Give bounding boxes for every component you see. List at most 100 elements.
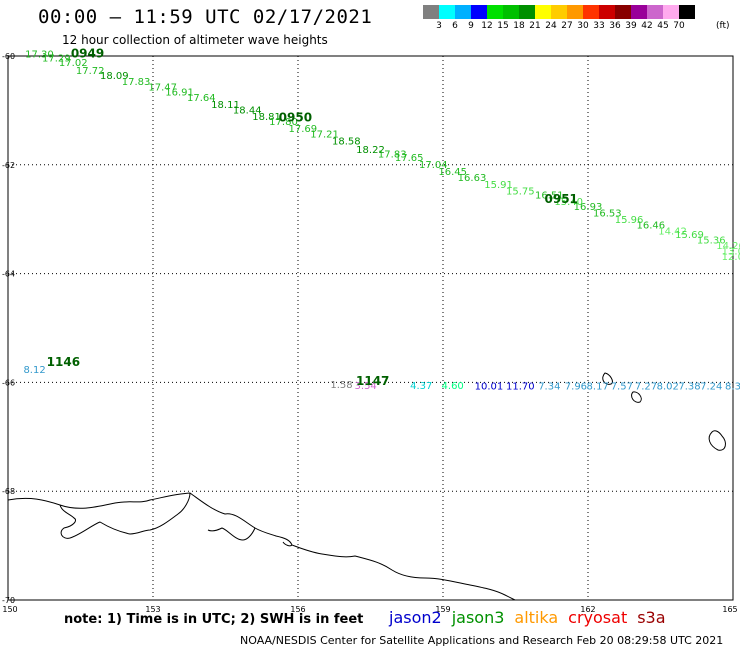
swh-value: 3.54 <box>355 381 377 392</box>
legend-swatch <box>615 5 631 19</box>
legend-swatch <box>439 5 455 19</box>
track-time-label: 1147 <box>356 374 389 388</box>
swh-value: 17.80 <box>269 117 298 128</box>
legend-swatch <box>599 5 615 19</box>
swh-value: 8.3 <box>725 381 740 392</box>
legend-label: 39 <box>625 21 637 31</box>
legend-swatch <box>583 5 599 19</box>
swh-value: 15.40 <box>554 197 583 208</box>
credit-line: NOAA/NESDIS Center for Satellite Applica… <box>240 634 724 647</box>
satellite-jason2: jason2 <box>389 608 442 627</box>
swh-value: 17.64 <box>187 93 216 104</box>
legend-swatch <box>503 5 519 19</box>
x-tick-label: 159 <box>435 605 450 614</box>
legend-label: 21 <box>529 21 541 31</box>
x-tick-label: 156 <box>290 605 305 614</box>
legend-unit: (ft) <box>716 21 730 31</box>
swh-value: 18.81 <box>252 112 281 123</box>
x-tick-label: 153 <box>145 605 160 614</box>
swh-value: 7.27 <box>635 381 657 392</box>
legend-label: 42 <box>641 21 653 31</box>
color-legend-labels: 3 6 9 12 15 18 21 24 27 30 33 36 39 42 45 70 <box>423 21 740 33</box>
swh-value: 15.91 <box>484 180 513 191</box>
swh-value: 16.63 <box>458 173 487 184</box>
y-tick-label: -66 <box>2 378 15 387</box>
swh-value: 4.37 <box>410 381 432 392</box>
swh-value: 18.11 <box>211 100 240 111</box>
satellite-legend: jason2 jason3 altika cryosat s3a <box>389 608 676 627</box>
track-time-labels: 0949 0950 0951 1146 1147 <box>47 47 578 388</box>
page-title: 00:00 – 11:59 UTC 02/17/2021 <box>38 6 373 28</box>
y-tick-label: -64 <box>2 270 15 279</box>
swh-value: 15.75 <box>506 187 535 198</box>
graticule <box>8 56 733 600</box>
legend-label: 36 <box>609 21 621 31</box>
swh-value: 4.60 <box>442 381 464 392</box>
swh-value: 7.38 <box>678 381 700 392</box>
legend-swatch <box>679 5 695 19</box>
swh-value: 17.83 <box>378 150 407 161</box>
swh-value: 17.47 <box>148 82 177 93</box>
swh-value: 8.12 <box>23 365 45 376</box>
swh-value: 17.04 <box>419 160 448 171</box>
satellite-altika: altika <box>514 608 559 627</box>
legend-swatch <box>423 5 439 19</box>
track-time-label: 0951 <box>545 192 578 206</box>
swh-value: 16.51 <box>535 191 564 202</box>
legend-label: 33 <box>593 21 605 31</box>
y-tick-label: -60 <box>2 52 15 61</box>
track-time-label: 0950 <box>279 110 312 124</box>
satellite-cryosat: cryosat <box>568 608 628 627</box>
swh-value: 16.93 <box>574 202 603 213</box>
legend-swatch <box>551 5 567 19</box>
swh-value: 15.36 <box>697 236 726 247</box>
page-subtitle: 12 hour collection of altimeter wave hei… <box>62 33 328 47</box>
swh-value: 15.69 <box>675 230 704 241</box>
x-tick-label: 150 <box>2 605 17 614</box>
swh-value: 7.57 <box>611 381 633 392</box>
legend-swatch <box>471 5 487 19</box>
swh-value: 18.22 <box>356 145 385 156</box>
track-time-label: 1146 <box>47 355 80 369</box>
swh-value: 8.17 <box>587 381 609 392</box>
swh-value: 17.72 <box>76 66 105 77</box>
swh-value: 11.70 <box>506 381 535 392</box>
island-3 <box>708 430 726 451</box>
swh-value: 1.58 <box>330 380 352 391</box>
swh-observations: 17.3017.2917.0217.7218.0917.8317.4716.91… <box>23 50 740 393</box>
legend-swatch <box>663 5 679 19</box>
swh-value: 16.91 <box>165 88 194 99</box>
y-tick-label: -62 <box>2 161 15 170</box>
legend-label: 6 <box>452 21 458 31</box>
legend-label: 18 <box>513 21 525 31</box>
legend-swatch <box>567 5 583 19</box>
y-tick-label: -70 <box>2 596 15 605</box>
legend-swatch <box>647 5 663 19</box>
satellite-jason3: jason3 <box>451 608 505 627</box>
swh-value: 7.34 <box>538 381 560 392</box>
island-2 <box>631 391 642 403</box>
satellite-s3a: s3a <box>637 608 666 627</box>
island-4 <box>282 541 293 547</box>
legend-swatch <box>487 5 503 19</box>
swh-value: 10.01 <box>475 381 504 392</box>
x-tick-label: 162 <box>580 605 595 614</box>
legend-swatch <box>631 5 647 19</box>
swh-value: 14.42 <box>658 226 687 237</box>
swh-value: 18.44 <box>233 106 262 117</box>
coastline <box>7 372 726 601</box>
swh-value: 16.46 <box>637 220 666 231</box>
y-tick-label: -68 <box>2 487 15 496</box>
legend-label: 27 <box>561 21 573 31</box>
swh-value: 17.69 <box>289 124 318 135</box>
legend-swatch <box>455 5 471 19</box>
swh-value: 17.30 <box>25 50 54 61</box>
swh-value: 16.45 <box>438 167 467 178</box>
swh-value: 13.08 <box>722 247 740 258</box>
swh-value: 8.02 <box>657 381 679 392</box>
color-legend <box>423 5 695 19</box>
swh-value: 17.21 <box>310 130 339 141</box>
swh-value: 17.83 <box>122 77 151 88</box>
coastline-main <box>7 492 516 601</box>
